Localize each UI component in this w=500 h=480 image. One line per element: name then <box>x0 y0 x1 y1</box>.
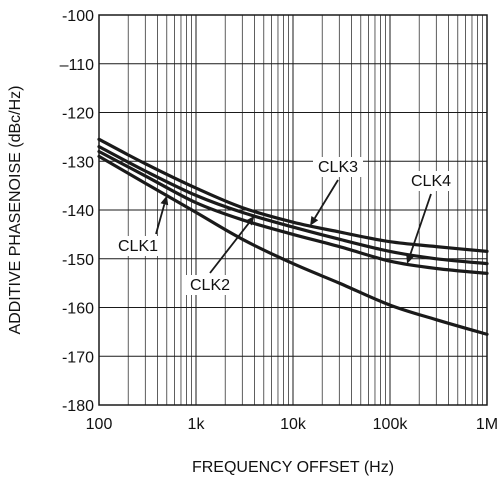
callout-label-bg <box>113 236 163 256</box>
y-tick-label: –110 <box>60 57 95 74</box>
callout-arrow-line <box>209 222 250 274</box>
callout-arrow-line <box>313 179 339 219</box>
callout-arrow-head <box>406 254 414 264</box>
y-tick-label: -120 <box>62 106 94 123</box>
x-tick-label: 1M <box>476 416 498 433</box>
x-tick-label: 10k <box>280 416 307 433</box>
callout-label-bg <box>313 157 363 177</box>
x-tick-label: 100 <box>86 416 113 433</box>
x-axis-title: FREQUENCY OFFSET (Hz) <box>192 459 394 476</box>
callout-clk4: CLK4 <box>406 171 456 264</box>
y-tick-label: -170 <box>62 349 94 366</box>
y-tick-label: -100 <box>62 8 94 25</box>
tick-labels: 100 1k 10k 100k 1M -100 –110 -120 -130 -140 -150 -1… <box>60 8 499 433</box>
callout-label: CLK4 <box>411 173 451 190</box>
callout-clk1: CLK1 <box>113 195 169 256</box>
series-layer <box>97 137 489 336</box>
y-tick-label: -130 <box>62 154 94 171</box>
y-axis-title: ADDITIVE PHASENOISE (dBc/Hz) <box>7 86 24 335</box>
y-tick-label: -160 <box>62 301 94 318</box>
series-line-clk2 <box>97 145 489 266</box>
plot-frame <box>98 14 488 406</box>
series-line-clk1 <box>97 154 489 336</box>
callout-clk3: CLK3 <box>310 157 363 226</box>
callout-arrow-head <box>160 195 169 206</box>
annotation-layer: CLK1 CLK2 CLK3 CLK4 <box>113 157 456 295</box>
y-tick-label: -150 <box>62 252 94 269</box>
callout-label-bg <box>406 171 456 191</box>
callout-label-bg <box>185 275 235 295</box>
x-tick-label: 1k <box>188 416 206 433</box>
series-line-clk3 <box>97 137 489 253</box>
callout-label: CLK3 <box>318 159 358 176</box>
series-line-clk4 <box>97 149 489 275</box>
grid <box>98 14 488 406</box>
callout-arrow-head <box>245 215 255 226</box>
callout-clk2: CLK2 <box>185 215 255 295</box>
callout-arrow-line <box>155 204 166 235</box>
callout-arrow-head <box>310 216 319 226</box>
y-tick-label: -180 <box>62 398 94 415</box>
callout-arrow-line <box>409 193 432 256</box>
x-tick-label: 100k <box>373 416 409 433</box>
callout-label: CLK1 <box>118 238 158 255</box>
callout-label: CLK2 <box>190 277 230 294</box>
y-tick-label: -140 <box>62 203 94 220</box>
